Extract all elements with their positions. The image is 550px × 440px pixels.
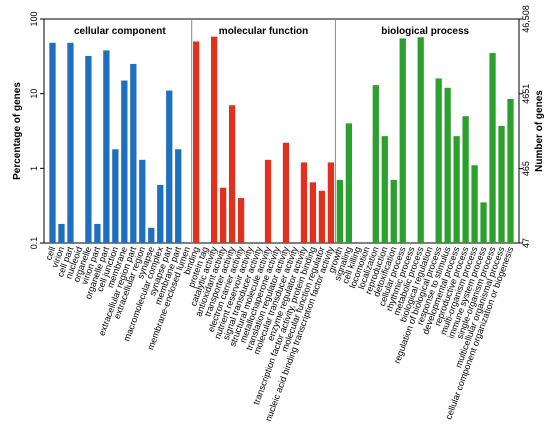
group-label: biological process xyxy=(381,26,469,37)
bar xyxy=(444,87,451,244)
y-axis-label: Percentage of genes xyxy=(12,82,23,180)
bar xyxy=(435,78,442,243)
bar xyxy=(318,190,326,243)
bar xyxy=(85,55,92,243)
bar xyxy=(130,63,137,243)
bar xyxy=(453,136,460,243)
y-tick-label: 100 xyxy=(29,11,39,26)
bar xyxy=(175,149,182,243)
bar xyxy=(471,165,478,243)
group-label: molecular function xyxy=(219,26,308,37)
bar xyxy=(193,41,200,244)
bar xyxy=(507,98,514,243)
bar xyxy=(498,125,505,243)
y2-axis-label: Number of genes xyxy=(534,90,545,172)
bar xyxy=(345,123,352,243)
group-label: cellular component xyxy=(74,26,166,37)
bar xyxy=(157,184,164,243)
bar xyxy=(480,202,487,243)
bar xyxy=(112,149,119,243)
y2-tick-label: 47 xyxy=(521,238,531,248)
bar xyxy=(327,162,335,243)
bar xyxy=(300,162,308,243)
bar xyxy=(237,198,245,243)
bar xyxy=(228,105,236,243)
bar xyxy=(390,179,397,243)
y-tick-label: 1 xyxy=(29,166,39,171)
bar xyxy=(139,159,146,243)
plot-frame xyxy=(43,18,520,244)
bar xyxy=(309,182,317,243)
bar xyxy=(282,142,290,243)
bar xyxy=(148,227,155,243)
bar xyxy=(264,159,272,243)
bar xyxy=(336,179,344,243)
bar xyxy=(121,80,128,243)
y-tick-label: 0.1 xyxy=(29,237,39,250)
bar xyxy=(49,42,56,243)
y-tick-label: 10 xyxy=(29,89,39,99)
bar xyxy=(103,50,110,243)
bar xyxy=(166,90,173,243)
bar xyxy=(399,38,406,243)
bar xyxy=(94,223,101,243)
bar xyxy=(372,85,379,243)
bar xyxy=(462,116,469,243)
bar xyxy=(219,187,227,243)
bar xyxy=(67,42,74,243)
y2-tick-label: 4651 xyxy=(521,84,531,104)
bar xyxy=(489,53,496,243)
x-tick-label: cell xyxy=(43,245,57,261)
bar xyxy=(58,223,65,243)
bar xyxy=(417,37,424,243)
y2-tick-label: 46,508 xyxy=(521,5,531,33)
y2-tick-label: 465 xyxy=(521,161,531,176)
bar xyxy=(381,136,388,243)
bar xyxy=(211,36,218,243)
